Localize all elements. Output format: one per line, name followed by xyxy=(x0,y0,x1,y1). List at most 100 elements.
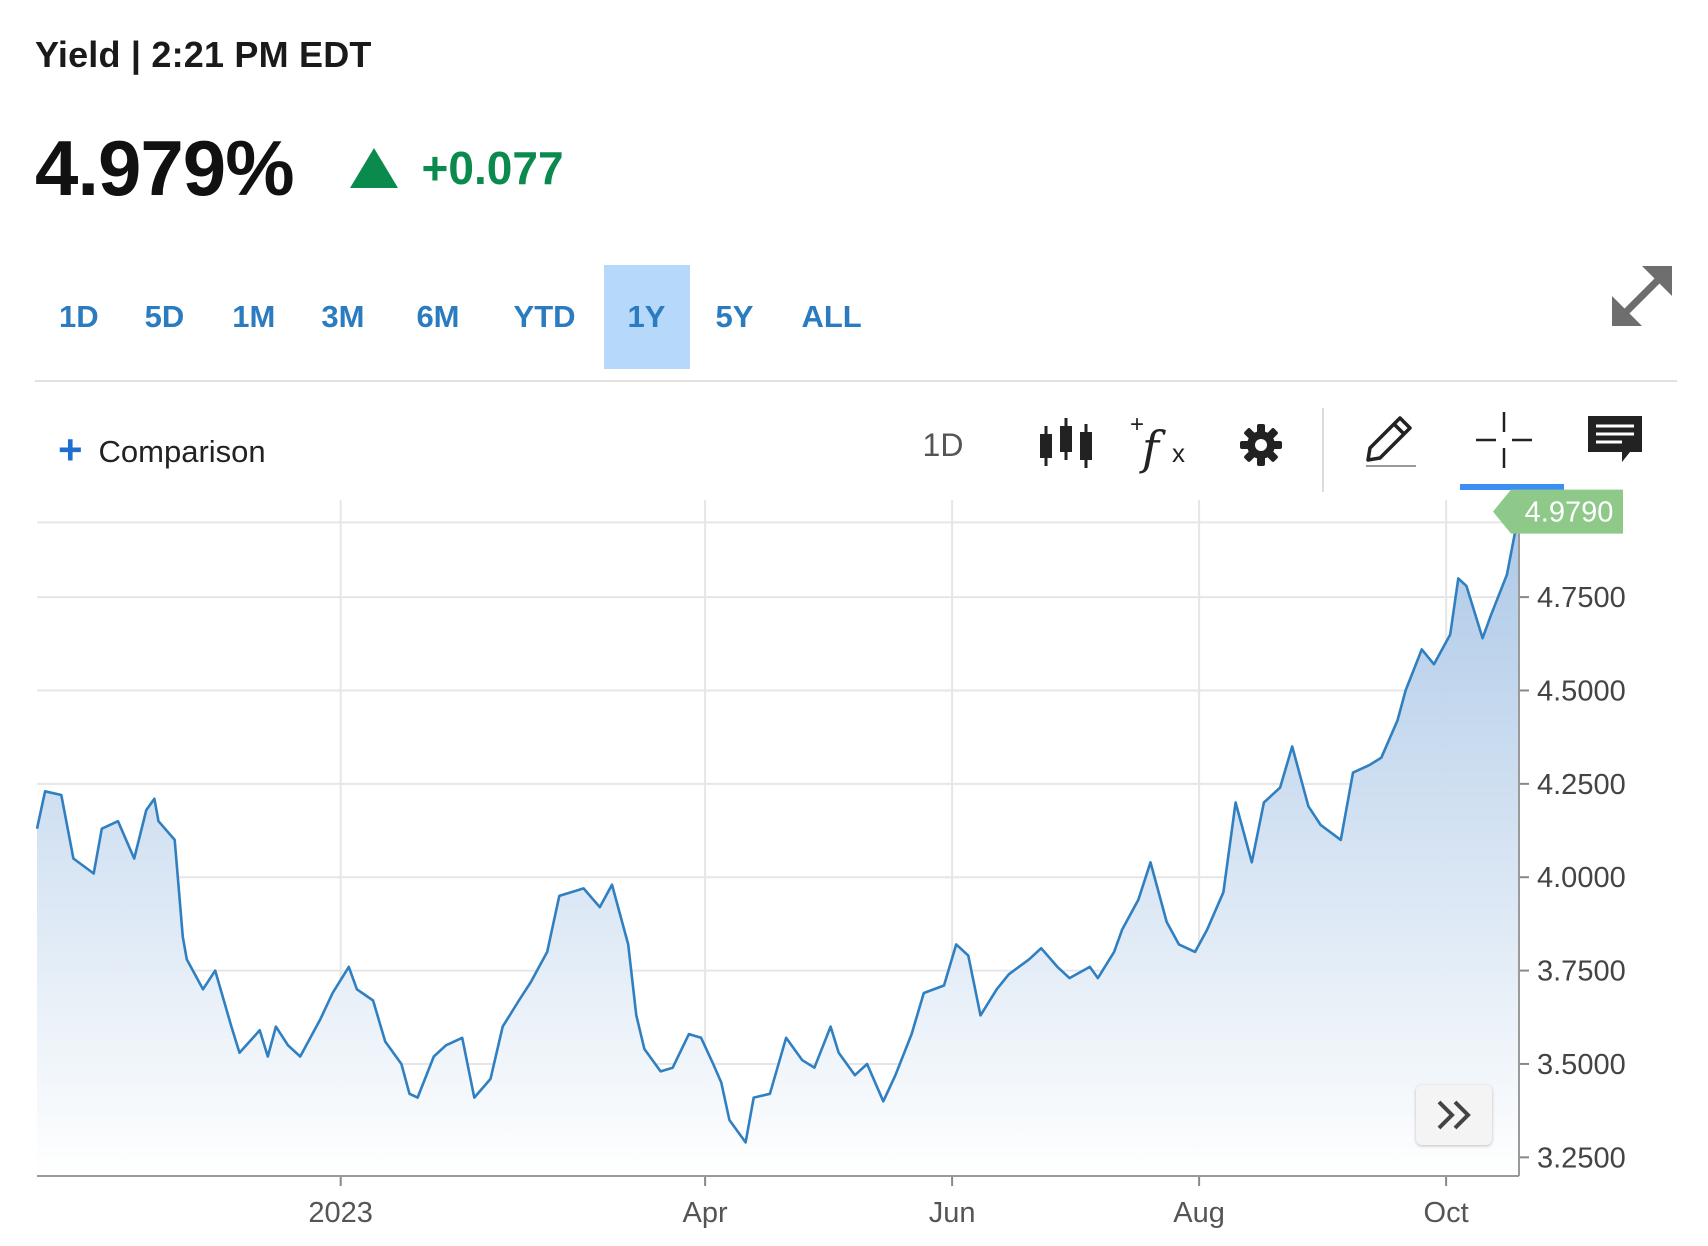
data-point xyxy=(1192,949,1198,955)
data-point xyxy=(1026,956,1032,962)
data-point xyxy=(91,871,97,877)
data-point xyxy=(143,807,149,813)
range-tab-3m[interactable]: 3M xyxy=(321,299,365,334)
data-point xyxy=(516,998,522,1004)
data-point xyxy=(285,1042,291,1048)
data-point xyxy=(1480,635,1486,641)
data-point xyxy=(880,1098,886,1104)
svg-text:x: x xyxy=(1172,438,1185,468)
data-point xyxy=(799,1057,805,1063)
data-point xyxy=(1455,575,1461,581)
data-point xyxy=(382,1039,388,1045)
data-point xyxy=(1148,859,1154,865)
data-point xyxy=(273,1024,279,1030)
y-tick-label: 3.2500 xyxy=(1537,1142,1626,1174)
data-point xyxy=(892,1072,898,1078)
comparison-button[interactable]: + Comparison xyxy=(58,428,266,476)
data-point xyxy=(1067,975,1073,981)
active-tool-indicator xyxy=(1460,484,1564,490)
data-point xyxy=(1338,837,1344,843)
data-point xyxy=(710,1061,716,1067)
range-tab-6m[interactable]: 6M xyxy=(416,299,460,334)
data-point xyxy=(544,949,550,955)
data-point xyxy=(180,934,186,940)
scroll-right-button[interactable] xyxy=(1416,1085,1492,1145)
candlestick-icon[interactable] xyxy=(1036,414,1096,474)
data-point xyxy=(131,856,137,862)
data-point xyxy=(965,953,971,959)
expand-icon[interactable] xyxy=(1608,262,1676,330)
data-point xyxy=(743,1139,749,1145)
data-point xyxy=(1395,717,1401,723)
data-point xyxy=(1119,927,1125,933)
data-point xyxy=(415,1095,421,1101)
data-point xyxy=(718,1080,724,1086)
data-point xyxy=(909,1031,915,1037)
range-tab-1y[interactable]: 1Y xyxy=(603,265,690,369)
data-point xyxy=(459,1035,465,1041)
x-tick-label: 2023 xyxy=(308,1197,373,1229)
y-tick-label: 3.5000 xyxy=(1537,1049,1626,1081)
data-point xyxy=(1350,770,1356,776)
data-point xyxy=(751,1095,757,1101)
data-point xyxy=(581,885,587,891)
data-point xyxy=(1378,755,1384,761)
data-point xyxy=(836,1050,842,1056)
range-tab-1d[interactable]: 1D xyxy=(59,299,99,334)
data-point xyxy=(921,990,927,996)
data-point xyxy=(184,956,190,962)
pencil-icon[interactable] xyxy=(1358,408,1422,472)
data-point xyxy=(228,1024,234,1030)
y-tick-label: 4.7500 xyxy=(1537,582,1626,614)
data-point xyxy=(953,941,959,947)
data-point xyxy=(597,904,603,910)
data-point xyxy=(1164,919,1170,925)
chart-series-line xyxy=(35,511,1521,1144)
data-point xyxy=(783,1035,789,1041)
range-tab-5d[interactable]: 5D xyxy=(144,299,185,334)
data-point xyxy=(1419,646,1425,652)
current-value-label: 4.9790 xyxy=(1525,497,1614,529)
comment-icon[interactable] xyxy=(1584,412,1646,468)
data-point xyxy=(726,1117,732,1123)
range-tab-1m[interactable]: 1M xyxy=(232,299,276,334)
price-row: 4.979% +0.077 xyxy=(35,118,564,218)
range-tab-all[interactable]: ALL xyxy=(801,299,862,334)
function-icon[interactable]: + f x xyxy=(1130,410,1200,476)
data-point xyxy=(978,1012,984,1018)
double-chevron-right-icon xyxy=(1437,1100,1471,1130)
data-point xyxy=(1095,975,1101,981)
data-point xyxy=(99,826,105,832)
data-point xyxy=(500,1024,506,1030)
data-point xyxy=(42,788,48,794)
range-tab-5y[interactable]: 5Y xyxy=(715,299,754,334)
data-point xyxy=(828,1024,834,1030)
data-point xyxy=(641,1046,647,1052)
data-point xyxy=(1289,744,1295,750)
data-point xyxy=(354,986,360,992)
x-tick-label: Jun xyxy=(929,1197,976,1229)
y-tick-label: 3.7500 xyxy=(1537,956,1626,988)
data-point xyxy=(1488,613,1494,619)
plus-icon: + xyxy=(58,426,83,473)
data-point xyxy=(1111,949,1117,955)
data-point xyxy=(1233,800,1239,806)
data-point xyxy=(1204,927,1210,933)
crosshair-icon[interactable] xyxy=(1472,408,1536,472)
range-tab-ytd[interactable]: YTD xyxy=(513,299,576,334)
gear-icon[interactable] xyxy=(1236,420,1286,470)
price-value: 4.979% xyxy=(35,123,295,212)
data-point xyxy=(686,1031,692,1037)
data-point xyxy=(34,826,40,832)
data-point xyxy=(1220,889,1226,895)
data-point xyxy=(317,1016,323,1022)
x-tick-label: Oct xyxy=(1424,1197,1469,1229)
data-point xyxy=(941,983,947,989)
data-point xyxy=(1463,583,1469,589)
data-point xyxy=(1006,971,1012,977)
data-point xyxy=(398,1061,404,1067)
data-point xyxy=(609,882,615,888)
data-point xyxy=(297,1054,303,1060)
interval-button[interactable]: 1D xyxy=(922,426,964,463)
